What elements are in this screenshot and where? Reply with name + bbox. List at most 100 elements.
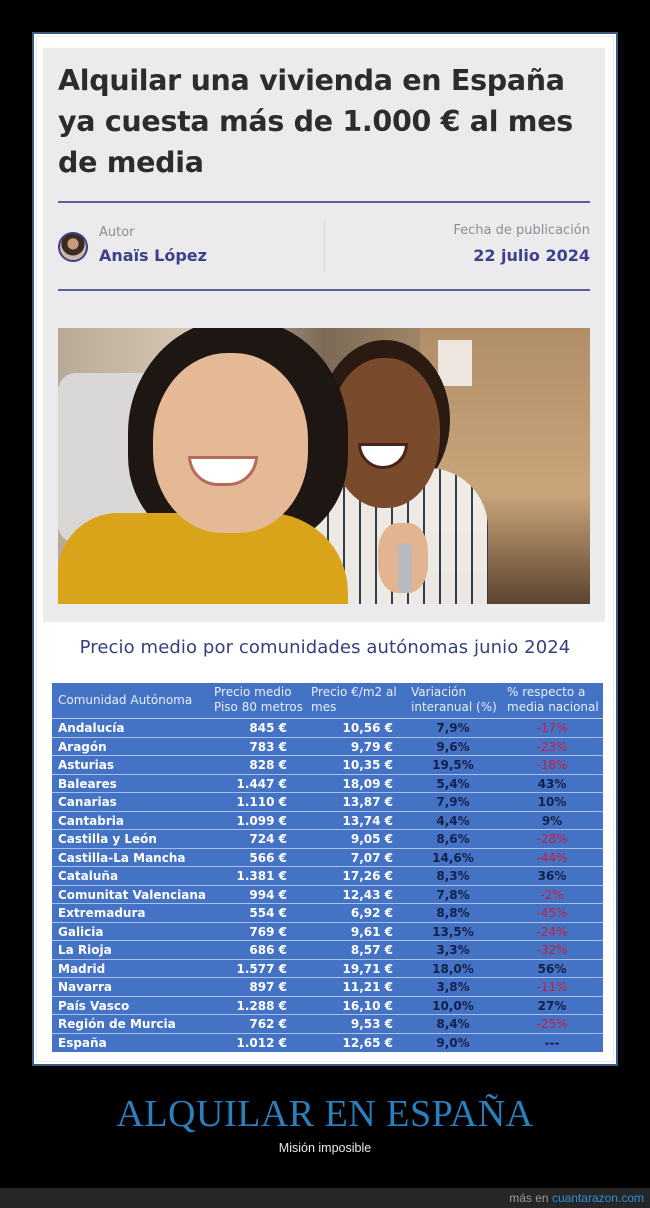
price-80m2: 554 € — [249, 906, 287, 920]
yearly-variation: 7,9% — [436, 721, 470, 735]
yearly-variation: 9,6% — [436, 739, 470, 754]
yearly-variation: 8,6% — [436, 832, 470, 846]
price-80m2: 762 € — [249, 1017, 287, 1031]
price-per-m2: 17,26 € — [342, 869, 393, 883]
pct-vs-national: --- — [544, 1035, 560, 1050]
region-name: Comunitat Valenciana — [58, 887, 206, 902]
region-name: Cataluña — [58, 869, 119, 883]
price-per-m2: 16,10 € — [342, 998, 393, 1013]
price-80m2: 1.381 € — [236, 869, 287, 883]
table-row: España 1.012 € 12,65 € 9,0% --- — [52, 1034, 603, 1053]
region-name: Castilla-La Mancha — [58, 850, 186, 865]
pct-vs-national: -45% — [536, 906, 568, 920]
price-80m2: 1.110 € — [236, 795, 287, 809]
pct-vs-national: -32% — [536, 943, 568, 957]
price-per-m2: 12,65 € — [342, 1035, 393, 1050]
price-80m2: 828 € — [249, 758, 287, 772]
region-name: Navarra — [58, 980, 112, 994]
yearly-variation: 18,0% — [432, 961, 474, 976]
author-name-link[interactable]: Anaïs López — [99, 246, 207, 265]
site-footer: más en cuantarazon.com — [0, 1188, 650, 1208]
table-row: Extremadura 554 € 6,92 € 8,8% -45% — [52, 904, 603, 923]
region-name: La Rioja — [58, 943, 112, 957]
yearly-variation: 7,8% — [436, 887, 470, 902]
region-name: Asturias — [58, 758, 114, 772]
price-per-m2: 18,09 € — [342, 776, 393, 791]
divider — [58, 289, 590, 291]
region-name: Región de Murcia — [58, 1017, 176, 1031]
yearly-variation: 19,5% — [432, 758, 474, 772]
pct-vs-national: -44% — [536, 850, 568, 865]
divider — [324, 220, 325, 272]
price-80m2: 897 € — [249, 980, 287, 994]
yearly-variation: 9,0% — [436, 1035, 470, 1050]
yearly-variation: 14,6% — [432, 850, 474, 865]
pct-vs-national: -24% — [536, 924, 568, 939]
table-row: Región de Murcia 762 € 9,53 € 8,4% -25% — [52, 1015, 603, 1034]
table-row: Asturias 828 € 10,35 € 19,5% -18% — [52, 756, 603, 775]
price-80m2: 1.577 € — [236, 961, 287, 976]
price-80m2: 1.288 € — [236, 998, 287, 1013]
yearly-variation: 13,5% — [432, 924, 474, 939]
price-per-m2: 13,87 € — [342, 795, 393, 809]
region-name: Aragón — [58, 739, 107, 754]
date-label: Fecha de publicación — [453, 223, 590, 238]
pct-vs-national: -2% — [540, 887, 564, 902]
pct-vs-national: -23% — [536, 739, 568, 754]
author-avatar[interactable] — [58, 232, 88, 262]
price-per-m2: 13,74 € — [342, 813, 393, 828]
article-card: Alquilar una vivienda en España ya cuest… — [43, 48, 605, 622]
price-80m2: 769 € — [249, 924, 287, 939]
column-header: Variación interanual (%) — [411, 685, 497, 714]
yearly-variation: 10,0% — [432, 998, 474, 1013]
price-table: Comunidad Autónoma Precio medio Piso 80 … — [52, 683, 603, 1052]
price-80m2: 724 € — [249, 832, 287, 846]
region-name: Extremadura — [58, 906, 146, 920]
price-per-m2: 6,92 € — [350, 906, 393, 920]
table-header: Comunidad Autónoma Precio medio Piso 80 … — [52, 683, 603, 719]
region-name: País Vasco — [58, 998, 130, 1013]
post-subtitle: Misión imposible — [278, 1141, 372, 1155]
price-per-m2: 10,35 € — [342, 758, 393, 772]
price-per-m2: 12,43 € — [342, 887, 393, 902]
pct-vs-national: -18% — [536, 758, 568, 772]
table-row: Cataluña 1.381 € 17,26 € 8,3% 36% — [52, 867, 603, 886]
pct-vs-national: -17% — [536, 721, 568, 735]
table-row: Cantabria 1.099 € 13,74 € 4,4% 9% — [52, 812, 603, 830]
price-80m2: 1.099 € — [236, 813, 287, 828]
price-80m2: 686 € — [249, 943, 287, 957]
article-photo — [58, 328, 590, 604]
yearly-variation: 5,4% — [436, 776, 470, 791]
pct-vs-national: -28% — [536, 832, 568, 846]
region-name: Madrid — [58, 961, 106, 976]
yearly-variation: 3,8% — [436, 980, 470, 994]
pct-vs-national: 9% — [541, 813, 563, 828]
column-header: Comunidad Autónoma — [58, 693, 193, 707]
table-row: Andalucía 845 € 10,56 € 7,9% -17% — [52, 719, 603, 738]
price-80m2: 1.012 € — [236, 1035, 287, 1050]
region-name: Andalucía — [58, 721, 125, 735]
table-row: Canarias 1.110 € 13,87 € 7,9% 10% — [52, 793, 603, 812]
table-row: Madrid 1.577 € 19,71 € 18,0% 56% — [52, 960, 603, 978]
price-per-m2: 10,56 € — [342, 721, 393, 735]
table-row: Aragón 783 € 9,79 € 9,6% -23% — [52, 738, 603, 756]
table-row: País Vasco 1.288 € 16,10 € 10,0% 27% — [52, 997, 603, 1015]
price-per-m2: 9,61 € — [350, 924, 393, 939]
post-title: ALQUILAR EN ESPAÑA — [116, 1093, 534, 1135]
table-row: La Rioja 686 € 8,57 € 3,3% -32% — [52, 941, 603, 960]
price-per-m2: 7,07 € — [350, 850, 393, 865]
price-80m2: 566 € — [249, 850, 287, 865]
pct-vs-national: 27% — [537, 998, 567, 1013]
table-row: Galicia 769 € 9,61 € 13,5% -24% — [52, 923, 603, 941]
pct-vs-national: 56% — [537, 961, 567, 976]
price-per-m2: 9,05 € — [350, 832, 393, 846]
price-80m2: 1.447 € — [236, 776, 287, 791]
yearly-variation: 8,8% — [436, 906, 470, 920]
site-link[interactable]: cuantarazon.com — [551, 1191, 644, 1205]
region-name: España — [58, 1035, 107, 1050]
pct-vs-national: 10% — [537, 795, 567, 809]
article-title: Alquilar una vivienda en España ya cuest… — [58, 64, 573, 179]
region-name: Cantabria — [58, 813, 124, 828]
table-row: Castilla y León 724 € 9,05 € 8,6% -28% — [52, 830, 603, 849]
table-row: Castilla-La Mancha 566 € 7,07 € 14,6% -44% — [52, 849, 603, 867]
